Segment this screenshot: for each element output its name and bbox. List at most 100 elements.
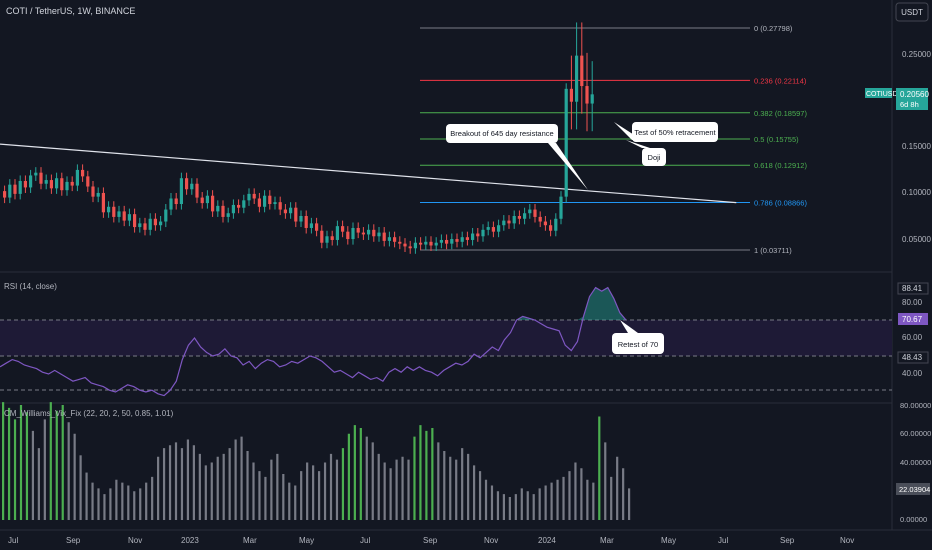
- vix-bar[interactable]: [37, 448, 40, 520]
- candle-body[interactable]: [143, 223, 147, 230]
- candle-body[interactable]: [372, 229, 376, 237]
- vix-bar[interactable]: [294, 485, 297, 521]
- candle-body[interactable]: [179, 178, 183, 205]
- vix-bar[interactable]: [514, 494, 517, 520]
- test50-callout[interactable]: Test of 50% retracement: [614, 122, 718, 142]
- vix-bar[interactable]: [180, 448, 184, 520]
- vix-bar[interactable]: [25, 412, 29, 520]
- vix-bar[interactable]: [371, 442, 374, 520]
- candle-body[interactable]: [528, 209, 532, 214]
- vix-bar[interactable]: [216, 456, 219, 520]
- vix-bar[interactable]: [186, 439, 190, 521]
- vix-bar[interactable]: [562, 476, 565, 520]
- vix-bar[interactable]: [127, 485, 130, 521]
- retest70-callout[interactable]: Retest of 70: [612, 320, 664, 354]
- vix-bar[interactable]: [258, 471, 261, 520]
- candle-body[interactable]: [476, 233, 480, 237]
- vix-bar[interactable]: [431, 428, 434, 520]
- vix-bar[interactable]: [103, 494, 106, 520]
- vix-bar[interactable]: [401, 456, 404, 520]
- vix-bar[interactable]: [556, 479, 559, 520]
- vix-bar[interactable]: [407, 459, 410, 520]
- candle-body[interactable]: [96, 192, 100, 197]
- candle-body[interactable]: [434, 242, 438, 246]
- candle-body[interactable]: [117, 211, 121, 217]
- candle-body[interactable]: [538, 216, 542, 222]
- vix-bar[interactable]: [455, 459, 458, 520]
- vix-bar[interactable]: [192, 445, 195, 520]
- vix-bar[interactable]: [335, 459, 339, 520]
- candle-body[interactable]: [200, 197, 204, 204]
- candle-body[interactable]: [315, 223, 319, 231]
- candle-body[interactable]: [481, 229, 485, 237]
- candle-body[interactable]: [491, 227, 495, 232]
- candle-body[interactable]: [455, 239, 459, 242]
- candle-body[interactable]: [211, 195, 215, 212]
- candle-body[interactable]: [127, 214, 131, 221]
- vix-bar[interactable]: [210, 462, 213, 521]
- candle-body[interactable]: [403, 243, 407, 247]
- vix-bar[interactable]: [300, 471, 303, 520]
- vix-bar[interactable]: [383, 462, 386, 521]
- vix-bar[interactable]: [317, 471, 321, 520]
- candle-body[interactable]: [424, 241, 428, 245]
- candle-body[interactable]: [101, 192, 105, 213]
- candle-body[interactable]: [231, 204, 235, 214]
- candle-body[interactable]: [112, 206, 116, 217]
- vix-bar[interactable]: [622, 468, 625, 520]
- vix-bar[interactable]: [61, 405, 64, 520]
- vix-bar[interactable]: [246, 451, 249, 520]
- vix-bar[interactable]: [121, 482, 124, 520]
- vix-bar[interactable]: [604, 442, 607, 520]
- candle-body[interactable]: [247, 193, 251, 201]
- candle-body[interactable]: [283, 209, 287, 214]
- candle-body[interactable]: [237, 204, 241, 208]
- breakout-callout[interactable]: Breakout of 645 day resistance: [446, 124, 588, 190]
- vix-bar[interactable]: [157, 456, 160, 520]
- vix-bar[interactable]: [419, 425, 422, 520]
- vix-bar[interactable]: [222, 453, 225, 520]
- candle-body[interactable]: [486, 227, 490, 230]
- candle-body[interactable]: [356, 227, 360, 233]
- vix-bar[interactable]: [628, 488, 631, 520]
- vix-bar[interactable]: [323, 462, 327, 521]
- vix-bar[interactable]: [168, 445, 172, 520]
- candle-body[interactable]: [450, 239, 454, 244]
- vix-bar[interactable]: [174, 442, 178, 520]
- resistance-trendline[interactable]: [0, 143, 737, 204]
- vix-bar[interactable]: [532, 494, 535, 520]
- candle-body[interactable]: [377, 232, 381, 237]
- vix-bar[interactable]: [151, 476, 154, 520]
- vix-bar[interactable]: [574, 462, 577, 521]
- candle-body[interactable]: [361, 232, 365, 235]
- candle-body[interactable]: [133, 214, 137, 228]
- vix-bar[interactable]: [264, 476, 267, 520]
- vix-bar[interactable]: [270, 459, 273, 520]
- candle-body[interactable]: [169, 198, 173, 210]
- candle-body[interactable]: [205, 195, 209, 204]
- vix-bar[interactable]: [347, 433, 350, 520]
- candle-body[interactable]: [320, 230, 324, 243]
- vix-bar[interactable]: [19, 405, 23, 520]
- candle-body[interactable]: [330, 236, 334, 240]
- vix-bar[interactable]: [413, 436, 416, 520]
- candle-body[interactable]: [138, 223, 142, 228]
- candle-body[interactable]: [216, 205, 220, 212]
- vix-bar[interactable]: [377, 453, 380, 520]
- candle-body[interactable]: [543, 221, 547, 226]
- candle-body[interactable]: [585, 86, 589, 104]
- candle-body[interactable]: [226, 213, 230, 217]
- vix-bar[interactable]: [145, 482, 148, 520]
- vix-bar[interactable]: [526, 491, 529, 520]
- candle-body[interactable]: [148, 218, 152, 230]
- vix-bar[interactable]: [73, 433, 76, 520]
- candle-body[interactable]: [517, 216, 521, 219]
- candle-body[interactable]: [60, 178, 64, 191]
- vix-bar[interactable]: [472, 465, 476, 520]
- candle-body[interactable]: [273, 202, 277, 205]
- candle-body[interactable]: [122, 211, 126, 221]
- vix-bar[interactable]: [7, 407, 11, 520]
- vix-bar[interactable]: [97, 488, 100, 520]
- vix-bar[interactable]: [240, 436, 243, 520]
- candle-body[interactable]: [49, 180, 53, 189]
